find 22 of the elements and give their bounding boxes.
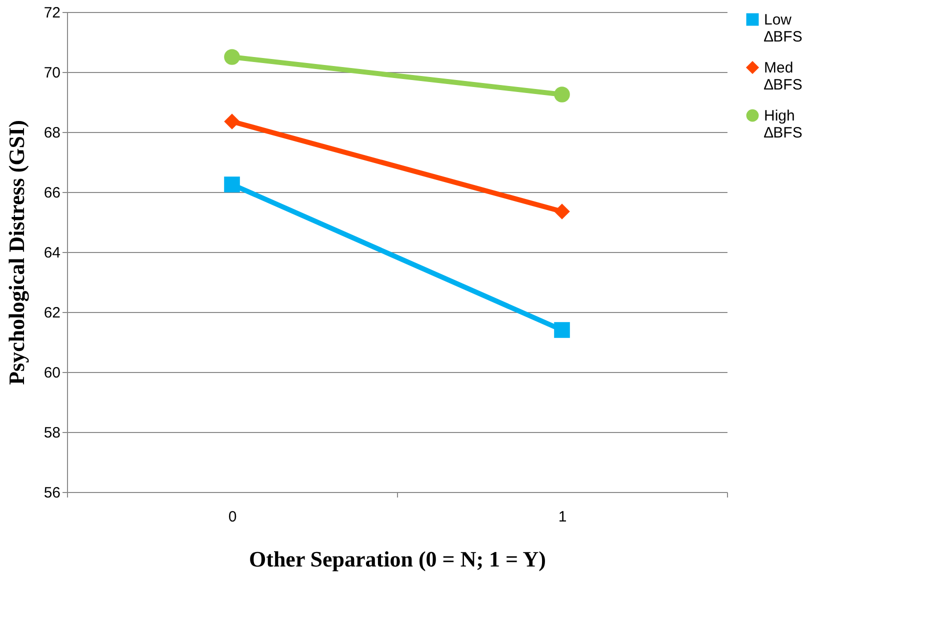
point <box>224 114 240 130</box>
y-axis-title: Psychological Distress (GSI) <box>4 120 29 385</box>
point <box>554 86 570 102</box>
point <box>554 204 570 220</box>
legend-label: Low ∆BFS <box>764 12 802 46</box>
legend-label: Med ∆BFS <box>764 60 802 94</box>
x-axis-title: Other Separation (0 = N; 1 = Y) <box>249 546 546 572</box>
y-tick-label: 62 <box>44 304 60 322</box>
legend-label: High ∆BFS <box>764 108 802 142</box>
x-tick-label: 0 <box>228 508 237 526</box>
y-tick-label: 66 <box>44 184 60 202</box>
point <box>554 322 570 338</box>
y-tick-label: 72 <box>44 4 60 22</box>
point <box>224 49 240 65</box>
y-tick-label: 64 <box>44 244 60 262</box>
y-tick-label: 60 <box>44 364 60 382</box>
point <box>224 176 240 192</box>
y-tick-label: 56 <box>44 484 60 502</box>
y-tick-label: 68 <box>44 124 60 142</box>
x-tick-label: 1 <box>558 508 567 526</box>
y-tick-label: 58 <box>44 424 60 442</box>
y-tick-label: 70 <box>44 64 60 82</box>
